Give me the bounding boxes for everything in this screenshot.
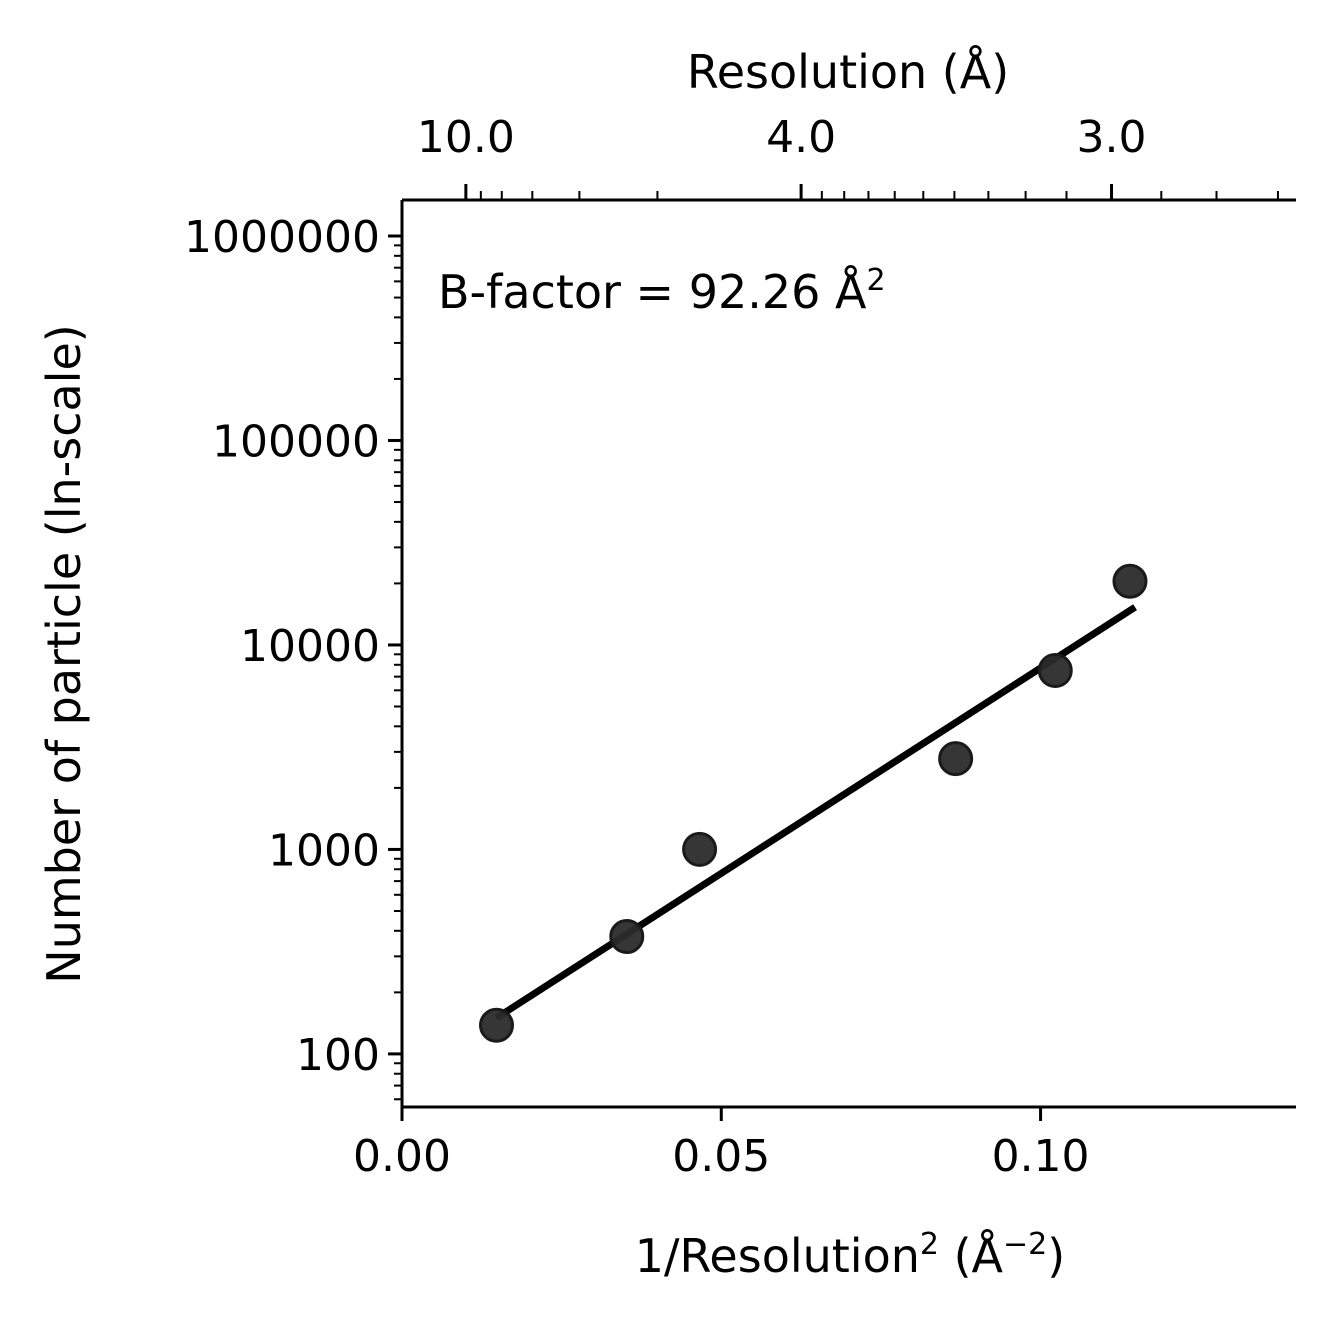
y-axis-label: Number of particle (ln-scale) xyxy=(37,324,91,983)
y-tick-label: 100000 xyxy=(212,416,380,467)
annotation: B-factor = 92.26 Å2 xyxy=(438,263,886,319)
data-point xyxy=(609,919,645,955)
y-tick-label: 1000 xyxy=(268,825,380,876)
x-axis-label-unit-superscript: −2 xyxy=(1003,1227,1047,1262)
axes-layer: 0.00 0.05 0.10 100 1000 10000 100000 1000000 10.… xyxy=(184,112,1296,1182)
annotation-superscript: 2 xyxy=(867,263,886,298)
data-point xyxy=(682,831,718,867)
top-tick-label: 4.0 xyxy=(766,112,836,163)
marks-layer xyxy=(479,563,1148,1043)
x-axis-label-superscript: 2 xyxy=(920,1227,939,1262)
data-point xyxy=(1037,653,1073,689)
top-axis-label: Resolution (Å) xyxy=(687,45,1009,99)
x-tick-label: 0.00 xyxy=(353,1131,451,1182)
y-tick-label: 100 xyxy=(296,1030,380,1081)
top-tick-label: 10.0 xyxy=(417,112,515,163)
data-point xyxy=(479,1007,515,1043)
x-axis-label-unit-open: (Å xyxy=(939,1229,1004,1283)
top-tick-label: 3.0 xyxy=(1077,112,1147,163)
data-point xyxy=(1112,563,1148,599)
x-axis-label-text: 1/Resolution xyxy=(635,1229,920,1283)
fit-line xyxy=(494,604,1137,1021)
x-axis-label: 1/Resolution2 (Å−2) xyxy=(635,1227,1065,1283)
y-tick-label: 10000 xyxy=(240,621,380,672)
x-axis-label-unit-close: ) xyxy=(1047,1229,1065,1283)
y-tick-label: 1000000 xyxy=(184,212,380,263)
data-point xyxy=(938,741,974,777)
annotation-text: B-factor = 92.26 Å xyxy=(438,265,867,319)
x-tick-label: 0.05 xyxy=(672,1131,770,1182)
x-tick-label: 0.10 xyxy=(992,1131,1090,1182)
